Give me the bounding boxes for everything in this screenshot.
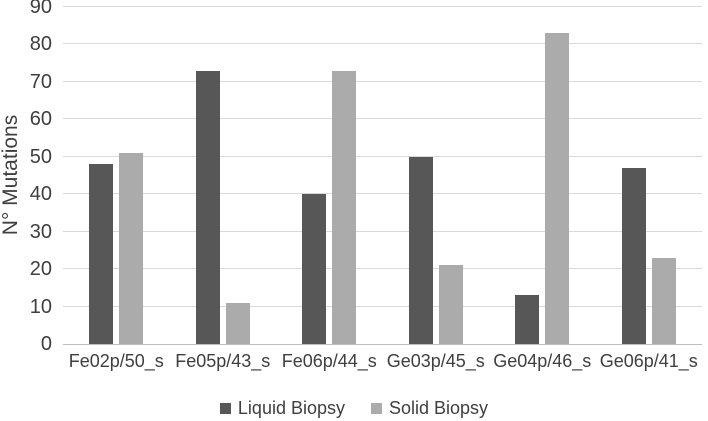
legend-swatch-solid-biopsy (371, 403, 382, 414)
bar-groups (63, 7, 702, 344)
gridline (63, 80, 702, 82)
gridline (63, 193, 702, 195)
x-category-label: Ge03p/45_s (386, 351, 485, 371)
bar-group (383, 7, 490, 344)
legend-item-liquid-biopsy: Liquid Biopsy (219, 398, 345, 419)
y-tick-label: 30 (29, 220, 52, 243)
y-tick-label: 0 (40, 333, 52, 355)
y-tick-label: 70 (29, 70, 52, 93)
bar-solid-biopsy (119, 153, 144, 344)
y-axis: 0 10 20 30 40 50 60 70 80 90 (0, 0, 52, 354)
x-category-label: Fe06p/44_s (281, 351, 377, 371)
bar-group (276, 7, 383, 344)
bar-solid-biopsy (545, 33, 570, 344)
bar-liquid-biopsy (302, 194, 327, 344)
bar-group (63, 7, 170, 344)
y-tick-label: 50 (29, 145, 52, 168)
x-axis: Fe02p/50_s Fe05p/43_s Fe06p/44_s Ge03p/45_s… (63, 351, 702, 372)
bar-group (489, 7, 596, 344)
legend-label: Solid Biopsy (389, 398, 489, 418)
x-category-label: Ge06p/41_s (599, 351, 698, 371)
gridline (63, 268, 702, 270)
gridline (63, 230, 702, 232)
y-tick-label: 80 (29, 33, 52, 56)
gridlines (63, 6, 702, 344)
bar-solid-biopsy (651, 257, 676, 344)
gridline (63, 43, 702, 45)
gridline (63, 6, 702, 7)
legend-label: Liquid Biopsy (237, 398, 345, 418)
plot-area (63, 6, 702, 345)
bar-liquid-biopsy (515, 295, 540, 344)
y-tick-label: 20 (29, 258, 52, 281)
bar-solid-biopsy (225, 302, 250, 344)
bar-solid-biopsy (332, 70, 357, 344)
x-category-label: Fe05p/43_s (175, 351, 271, 371)
bar-liquid-biopsy (408, 156, 433, 344)
bar-liquid-biopsy (195, 70, 220, 344)
bar-solid-biopsy (438, 265, 463, 344)
bar-group (170, 7, 277, 344)
x-category-label: Ge04p/46_s (493, 351, 592, 371)
gridline (63, 118, 702, 120)
legend-item-solid-biopsy: Solid Biopsy (371, 398, 488, 419)
legend: Liquid Biopsy Solid Biopsy (0, 398, 708, 419)
y-tick-label: 40 (29, 183, 52, 206)
y-tick-label: 10 (29, 295, 52, 318)
bar-liquid-biopsy (621, 168, 646, 344)
legend-swatch-liquid-biopsy (219, 403, 231, 414)
bar-liquid-biopsy (89, 164, 114, 344)
y-tick-label: 90 (29, 0, 52, 18)
x-category-label: Fe02p/50_s (68, 351, 164, 371)
gridline (63, 305, 702, 307)
bar-group (596, 7, 703, 344)
gridline (63, 155, 702, 157)
y-tick-label: 60 (29, 108, 52, 131)
